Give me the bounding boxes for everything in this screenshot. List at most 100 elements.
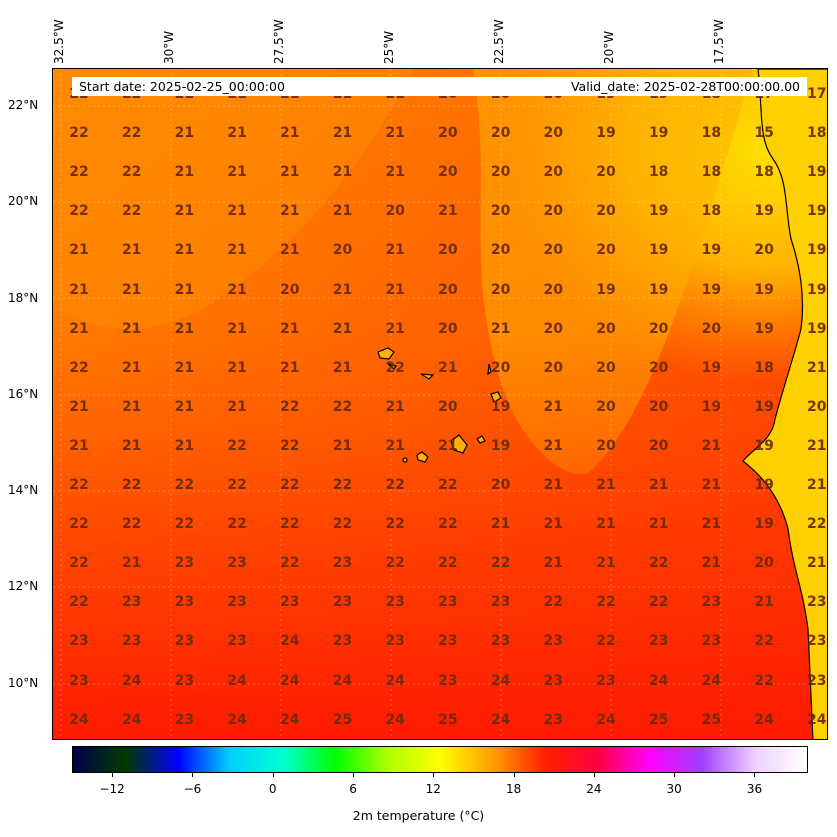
grid-value: 22 — [385, 359, 405, 376]
grid-value: 22 — [490, 555, 511, 572]
colorbar-tick-mark — [433, 773, 435, 777]
grid-value: 21 — [227, 203, 247, 220]
grid-value: 24 — [754, 711, 774, 728]
grid-value: 20 — [490, 242, 511, 259]
grid-value: 22 — [596, 594, 616, 611]
grid-value: 21 — [174, 359, 195, 376]
grid-value: 21 — [385, 437, 405, 454]
colorbar-tick-label: −6 — [183, 782, 202, 796]
grid-value: 21 — [490, 320, 511, 337]
grid-value: 21 — [385, 398, 405, 415]
grid-value: 21 — [280, 164, 300, 181]
longitude-label: 25°W — [382, 30, 396, 64]
grid-value: 22 — [69, 594, 89, 611]
grid-value: 19 — [754, 281, 774, 298]
grid-value: 19 — [807, 242, 827, 259]
grid-value: 23 — [280, 594, 300, 611]
grid-value: 21 — [543, 437, 564, 454]
grid-value: 19 — [807, 164, 827, 181]
grid-value: 22 — [69, 516, 89, 533]
grid-value: 20 — [596, 164, 616, 181]
grid-value: 24 — [69, 711, 89, 728]
grid-value: 23 — [438, 672, 458, 689]
grid-value: 24 — [280, 711, 300, 728]
grid-value: 21 — [385, 320, 405, 337]
grid-value: 21 — [807, 555, 827, 572]
grid-value: 22 — [121, 516, 142, 533]
latitude-label: 14°N — [8, 483, 39, 497]
grid-value: 23 — [332, 555, 353, 572]
grid-value: 21 — [121, 320, 142, 337]
grid-value: 20 — [438, 242, 458, 259]
grid-value: 22 — [121, 164, 142, 181]
grid-value: 20 — [490, 281, 511, 298]
grid-value: 20 — [648, 437, 669, 454]
grid-value: 23 — [174, 555, 195, 572]
grid-value: 21 — [490, 516, 511, 533]
grid-value: 18 — [754, 164, 774, 181]
grid-value: 22 — [69, 477, 89, 493]
grid-value: 18 — [701, 203, 722, 220]
info-bar: Start date: 2025-02-25_00:00:00 Valid_da… — [72, 77, 807, 96]
grid-value: 24 — [280, 633, 300, 650]
grid-value: 22 — [754, 672, 774, 689]
grid-value: 22 — [280, 398, 300, 415]
grid-value: 21 — [69, 242, 89, 259]
grid-value: 19 — [648, 242, 669, 259]
grid-value: 21 — [174, 125, 195, 142]
colorbar-tick-mark — [272, 773, 274, 777]
grid-value: 21 — [121, 398, 142, 415]
grid-value: 21 — [385, 242, 405, 259]
grid-value: 21 — [332, 320, 353, 337]
grid-value: 21 — [121, 437, 142, 454]
grid-value: 20 — [807, 398, 827, 415]
grid-value: 23 — [543, 672, 564, 689]
grid-value: 19 — [754, 320, 774, 337]
northwest-region — [53, 69, 413, 329]
grid-value: 21 — [174, 164, 195, 181]
grid-value: 21 — [701, 477, 722, 493]
grid-value: 20 — [490, 164, 511, 181]
grid-value: 21 — [648, 477, 669, 493]
colorbar-tick-label: 18 — [505, 782, 522, 796]
grid-value: 21 — [332, 125, 353, 142]
grid-value: 19 — [807, 281, 827, 298]
grid-value: 21 — [596, 555, 616, 572]
grid-value: 21 — [227, 320, 247, 337]
grid-value: 21 — [438, 359, 458, 376]
grid-value: 21 — [174, 242, 195, 259]
grid-value: 21 — [332, 359, 353, 376]
grid-value: 22 — [227, 516, 247, 533]
colorbar — [72, 746, 808, 773]
grid-value: 20 — [332, 242, 353, 259]
grid-value: 21 — [807, 477, 827, 493]
grid-value: 23 — [490, 594, 511, 611]
grid-value: 21 — [280, 320, 300, 337]
grid-value: 19 — [490, 437, 511, 454]
grid-value: 20 — [543, 242, 564, 259]
grid-value: 19 — [701, 281, 722, 298]
grid-value: 23 — [543, 633, 564, 650]
temperature-map: 2222212121212120202019191817172222212121… — [52, 68, 828, 740]
grid-value: 19 — [596, 281, 616, 298]
grid-value: 20 — [543, 281, 564, 298]
grid-value: 21 — [227, 125, 247, 142]
grid-value: 21 — [280, 125, 300, 142]
grid-value: 19 — [807, 320, 827, 337]
latitude-label: 22°N — [8, 98, 39, 112]
grid-value: 24 — [121, 711, 142, 728]
grid-value: 15 — [754, 125, 774, 142]
grid-value: 24 — [807, 711, 827, 728]
grid-value: 18 — [648, 164, 669, 181]
grid-value: 19 — [701, 398, 722, 415]
grid-value: 21 — [227, 398, 247, 415]
africa-coastline — [742, 69, 827, 739]
grid-value: 23 — [69, 633, 89, 650]
southern-region — [53, 329, 827, 739]
grid-value: 21 — [174, 398, 195, 415]
grid-value: 24 — [648, 672, 669, 689]
longitude-label: 20°W — [602, 30, 616, 64]
grid-value: 20 — [596, 203, 616, 220]
grid-value: 22 — [69, 555, 89, 572]
latitude-label: 20°N — [8, 194, 39, 208]
